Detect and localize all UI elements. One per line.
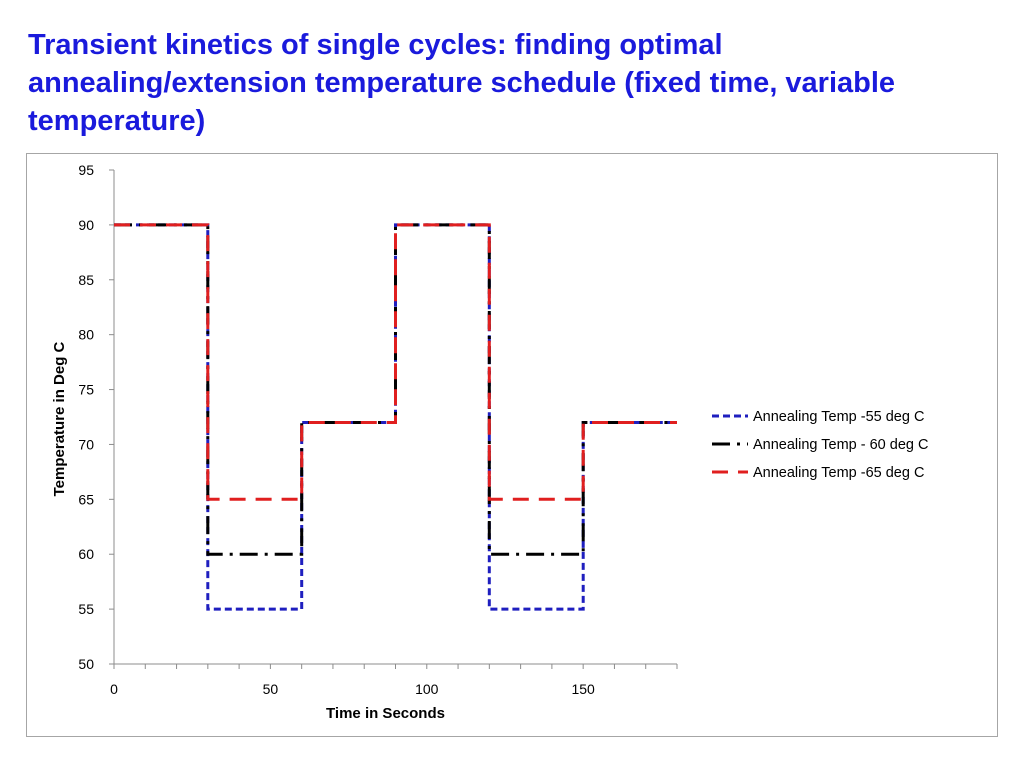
- series-layer: [114, 223, 677, 611]
- series-line-2: [114, 223, 677, 501]
- x-tick-label: 150: [571, 681, 595, 697]
- y-axis-title: Temperature in Deg C: [51, 341, 68, 496]
- y-tick-label: 95: [78, 162, 94, 178]
- chart-axes: 50 55 60 65 70 75 80 85 90 95 0 50 100 150 Time in Sec…: [51, 162, 678, 722]
- y-tick-label: 85: [78, 272, 94, 288]
- y-tick-label: 50: [78, 656, 94, 672]
- y-tick-label: 60: [78, 546, 94, 562]
- y-tick-label: 90: [78, 217, 94, 233]
- slide-title: Transient kinetics of single cycles: fin…: [28, 29, 896, 137]
- y-tick-label: 80: [78, 327, 94, 343]
- legend-label-2: Annealing Temp -65 deg C: [753, 465, 924, 481]
- y-tick-label: 70: [78, 436, 94, 452]
- y-tick-label: 75: [78, 382, 94, 398]
- chart-legend: Annealing Temp -55 deg C Annealing Temp -…: [712, 409, 928, 481]
- x-tick-label: 50: [263, 681, 279, 697]
- x-tick-label: 100: [415, 681, 439, 697]
- x-axis-title: Time in Seconds: [326, 705, 445, 722]
- chart-frame: [26, 153, 998, 737]
- y-tick-label: 55: [78, 601, 94, 617]
- legend-label-0: Annealing Temp -55 deg C: [753, 409, 924, 425]
- legend-label-1: Annealing Temp - 60 deg C: [753, 437, 928, 453]
- x-tick-label: 0: [110, 681, 118, 697]
- y-tick-label: 65: [78, 491, 94, 507]
